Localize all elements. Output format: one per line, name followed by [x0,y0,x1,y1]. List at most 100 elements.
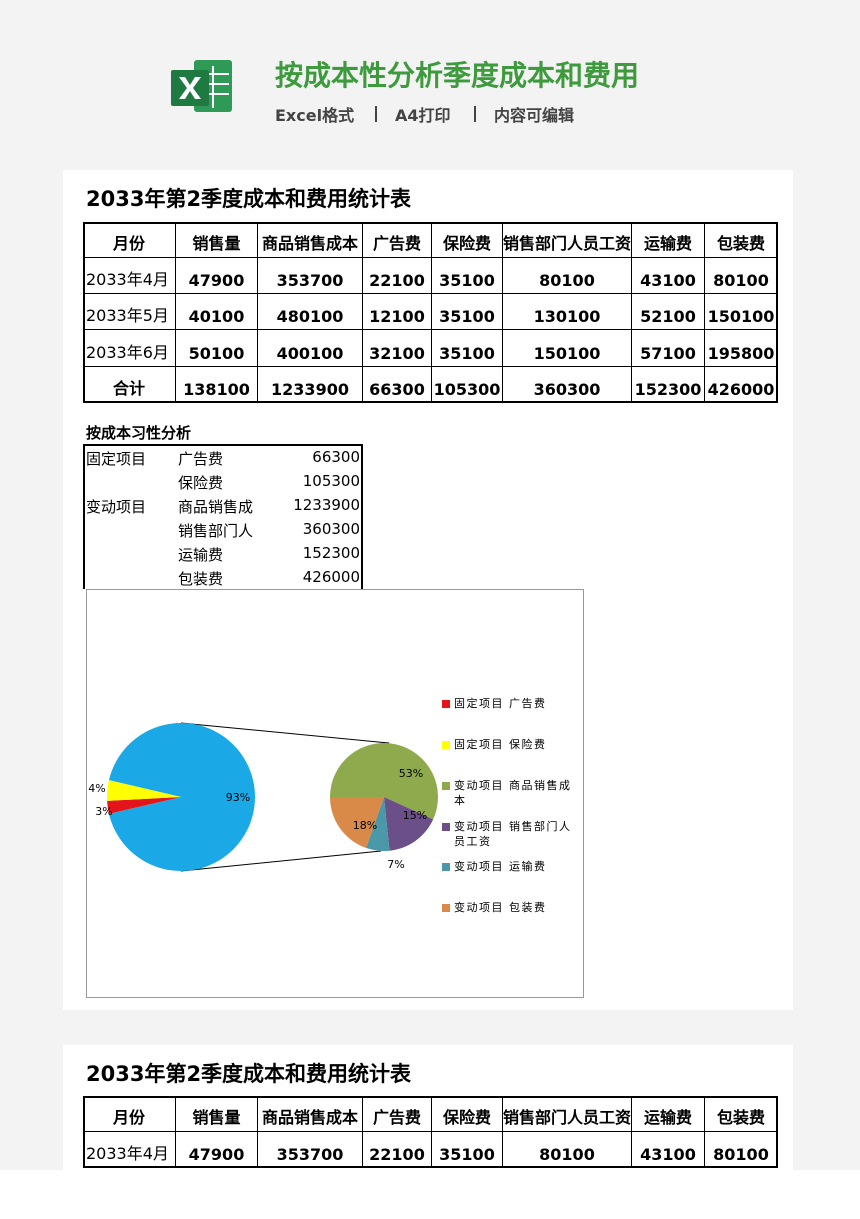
cell-value: 52100 [632,294,705,330]
header-cell: 保险费 [432,222,503,258]
tag: A4打印 [395,106,451,125]
sheet-card: 2033年第2季度成本和费用统计表月份 销售量 商品销售成本 广告费 保险费 销售部门人员… [63,1045,793,1170]
item-value: 66300 [312,448,360,466]
legend-entry: 变动项目 商品销售成本 [454,779,572,807]
item-label: 运输费 [178,546,224,564]
cell-value: 80100 [503,258,632,294]
item-value: 426000 [302,568,360,586]
data-label: 18% [353,819,377,832]
legend-swatch [442,741,450,749]
cell-value: 47900 [176,258,258,294]
cell-value: 35100 [432,330,503,367]
cell-value: 32100 [363,330,432,367]
legend-entry: 变动项目 销售部门人员工资 [454,820,572,848]
data-label: 15% [403,809,427,822]
legend-label: 变动项目 商品销售成本 [454,779,572,807]
data-label: 53% [399,767,423,780]
item-value: 1233900 [293,496,360,514]
excel-logo [171,60,232,112]
data-label: 7% [387,858,404,871]
header-cell: 广告费 [363,222,432,258]
analysis-box [83,444,363,589]
legend-swatch [442,904,450,912]
logo-x [179,77,201,99]
item-label: 商品销售成 [178,498,254,516]
header-cell: 运输费 [632,1096,705,1132]
legend-label: 变动项目 销售部门人员工资 [454,820,572,848]
header-cell: 商品销售成本 [258,222,363,258]
row-label: 2033年6月 [83,330,176,367]
cell-value: 353700 [258,258,363,294]
header-cell: 销售量 [176,222,258,258]
cell-value: 35100 [432,294,503,330]
item-value: 152300 [302,544,360,562]
legend-swatch [442,700,450,708]
legend-entry: 变动项目 包装费 [454,901,547,914]
legend-label: 变动项目 包装费 [454,901,547,914]
cell-value: 40100 [176,294,258,330]
cell-value: 12100 [363,294,432,330]
group-label: 变动项目 [86,498,147,516]
cell-value: 150100 [503,330,632,367]
cell-value: 480100 [258,294,363,330]
cell-value: 57100 [632,330,705,367]
group-label: 固定项目 [86,450,147,468]
sheet-card: 2033年第2季度成本和费用统计表 月份 销售量 商品销售成本 广告费 保险费 销售部门人员… [63,170,793,1010]
legend-entry: 固定项目 保险费 [454,738,547,751]
header-cell: 月份 [83,222,176,258]
item-value: 360300 [302,520,360,538]
table [83,222,778,403]
data-label: 93% [226,791,250,804]
page-bottom [0,1170,860,1219]
pie-slice [107,780,181,801]
cell-value: 35100 [432,258,503,294]
page-title: 按成本性分析季度成本和费用 [275,59,640,92]
pie-slice [330,797,384,848]
legend-swatch [442,823,450,831]
cell-value: 22100 [363,258,432,294]
table-title: 2033年第2季度成本和费用统计表 [86,187,412,211]
legend-entry: 变动项目 运输费 [454,860,545,873]
legend-label: 固定项目 保险费 [454,738,547,751]
data-label: 4% [88,782,105,795]
header-cell: 月份 [83,1096,176,1132]
pie-slice [366,797,390,851]
legend-label: 固定项目 广告费 [454,697,547,710]
header-cell: 广告费 [363,1096,432,1132]
header-cell: 销售部门人员工资 [503,1096,632,1132]
header-cell: 保险费 [432,1096,503,1132]
legend-swatch [442,782,450,790]
legend-entry: 固定项目 广告费 [454,697,547,710]
pie-slice [330,743,438,820]
table [83,1096,778,1168]
pie-slice [107,797,181,814]
connector [180,722,390,744]
row-label: 2033年5月 [83,294,176,330]
header-cell: 销售量 [176,1096,258,1132]
row-label: 2033年4月 [83,258,176,294]
separators [375,106,476,122]
cell-value: 130100 [503,294,632,330]
connector [180,850,382,872]
cell-value: 400100 [258,330,363,367]
header-cell: 商品销售成本 [258,1096,363,1132]
tag: 内容可编辑 [494,106,575,125]
cell-value: 43100 [632,258,705,294]
header-cell: 销售部门人员工资 [503,222,632,258]
item-label: 销售部门人 [178,522,254,540]
item-label: 包装费 [178,570,224,588]
pie-slice [108,723,255,871]
header-cell: 运输费 [632,222,705,258]
pie-slice [384,797,434,851]
table-title: 2033年第2季度成本和费用统计表 [86,1062,412,1086]
data-label: 3% [95,805,112,818]
item-value: 105300 [302,472,360,490]
analysis-title: 按成本习性分析 [86,424,192,442]
tag: Excel格式 [275,106,355,125]
item-label: 广告费 [178,450,224,468]
legend-swatch [442,863,450,871]
item-label: 保险费 [178,474,224,492]
cell-value: 50100 [176,330,258,367]
